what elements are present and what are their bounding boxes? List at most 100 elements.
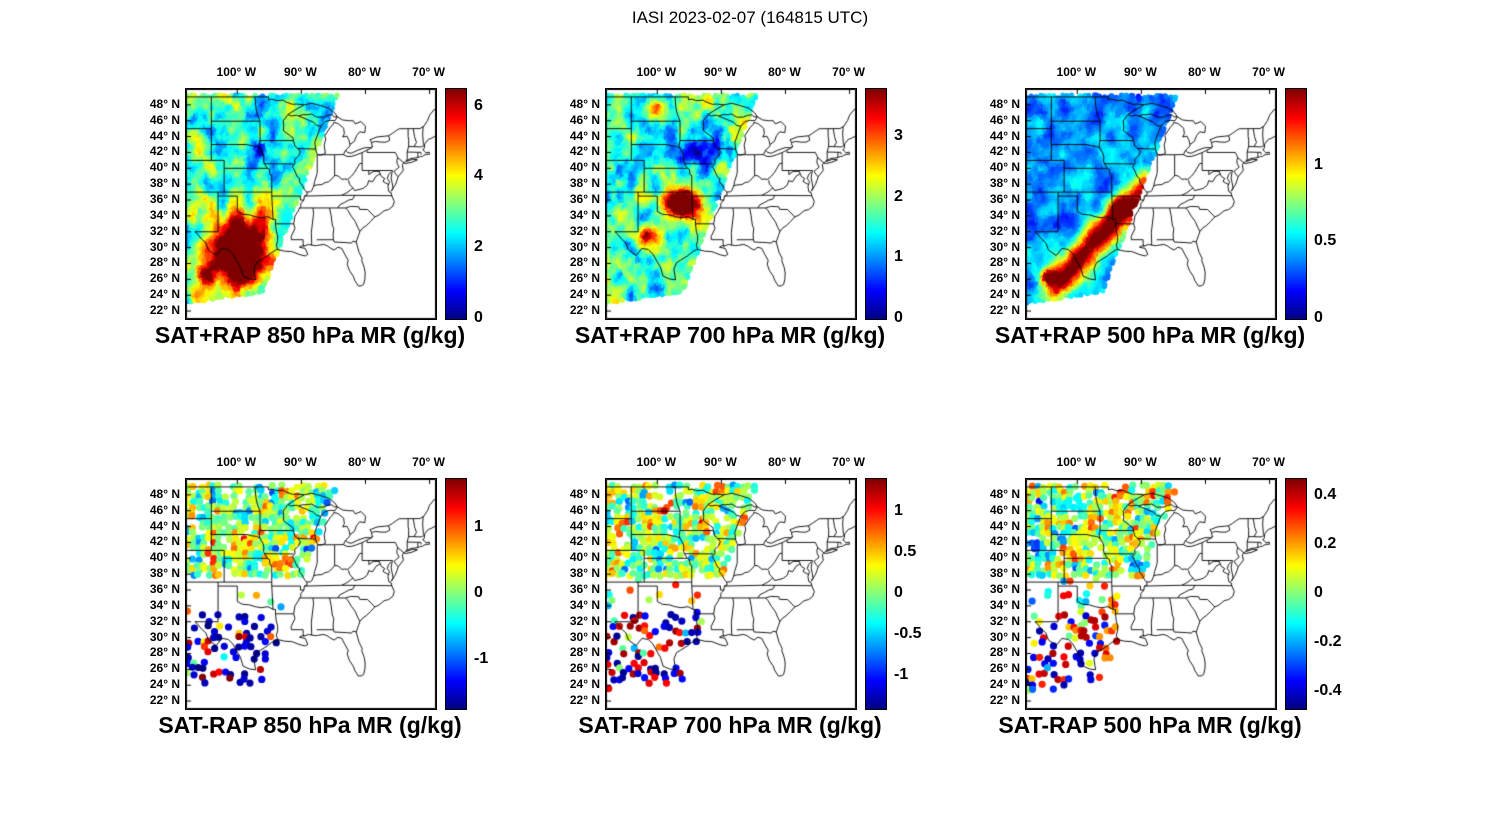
colorbar-tick-label: -0.2 [1314, 632, 1342, 650]
lat-tick-label: 44° N [149, 128, 180, 143]
map-canvas [605, 88, 857, 320]
lon-tick-label: 100° W [1056, 65, 1097, 79]
lon-tick-label: 90° W [1123, 455, 1157, 469]
lat-tick-label: 36° N [569, 582, 600, 597]
colorbar-tick-label: 6 [474, 96, 483, 114]
lat-tick-label: 28° N [569, 645, 600, 660]
lon-tick-label: 90° W [283, 455, 317, 469]
lon-tick-label: 100° W [636, 455, 677, 469]
lat-tick-label: 40° N [149, 160, 180, 175]
lat-tick-label: 26° N [149, 661, 180, 676]
lat-tick-label: 34° N [989, 207, 1020, 222]
map-canvas [1025, 478, 1277, 710]
lat-tick-label: 32° N [149, 613, 180, 628]
colorbar-tick-label: -0.4 [1314, 681, 1342, 699]
lat-tick-label: 44° N [569, 518, 600, 533]
lat-tick-label: 34° N [569, 597, 600, 612]
lat-tick-label: 24° N [149, 287, 180, 302]
lat-tick-label: 26° N [989, 271, 1020, 286]
lat-tick-label: 44° N [989, 518, 1020, 533]
lat-tick-label: 40° N [989, 550, 1020, 565]
lat-tick-label: 28° N [989, 255, 1020, 270]
colorbar-tick-label: 0.5 [1314, 232, 1337, 250]
colorbar-gradient [865, 88, 887, 320]
lat-tick-label: 24° N [569, 677, 600, 692]
colorbar-tick-label: 1 [894, 501, 903, 519]
lon-tick-label: 80° W [348, 65, 381, 79]
lon-tick-label: 70° W [1252, 455, 1285, 469]
lat-tick-label: 30° N [569, 629, 600, 644]
lat-tick-label: 40° N [989, 160, 1020, 175]
panel-sat-plus-rap-500hpa: 100° W 90° W 80° W 70° W 48° N 46° N 44° N 42°… [980, 60, 1360, 365]
panel-sat-minus-rap-700hpa: 100° W 90° W 80° W 70° W 48° N 46° N 44° N 42°… [560, 450, 940, 755]
lat-tick-label: 38° N [989, 176, 1020, 191]
colorbar-tick-label: 1 [1314, 155, 1323, 173]
lat-tick-label: 44° N [569, 128, 600, 143]
lat-tick-label: 26° N [149, 271, 180, 286]
lat-tick-label: 34° N [149, 597, 180, 612]
colorbar-gradient [865, 478, 887, 710]
colorbar-tick-label: 3 [894, 127, 903, 145]
colorbar-tick-label: 0 [474, 309, 483, 326]
lon-tick-label: 80° W [1188, 65, 1221, 79]
lon-tick-label: 90° W [283, 65, 317, 79]
lon-tick-label: 100° W [216, 65, 257, 79]
lon-tick-label: 70° W [832, 455, 865, 469]
lat-tick-label: 42° N [569, 144, 600, 159]
colorbar-gradient [445, 478, 467, 710]
lat-tick-label: 22° N [149, 303, 180, 318]
lat-tick-label: 32° N [569, 613, 600, 628]
lon-tick-label: 90° W [1123, 65, 1157, 79]
colorbar-gradient [445, 88, 467, 320]
panel-sat-minus-rap-500hpa: 100° W 90° W 80° W 70° W 48° N 46° N 44° N 42°… [980, 450, 1360, 755]
lon-tick-label: 80° W [348, 455, 381, 469]
colorbar-tick-label: -0.5 [894, 625, 922, 643]
lon-tick-label: 70° W [832, 65, 865, 79]
lon-tick-label: 100° W [636, 65, 677, 79]
lat-tick-label: 36° N [569, 192, 600, 207]
lat-tick-label: 22° N [569, 693, 600, 708]
colorbar-tick-label: 1 [474, 518, 483, 536]
lat-tick-label: 30° N [149, 239, 180, 254]
lat-tick-label: 24° N [149, 677, 180, 692]
lat-tick-label: 22° N [569, 303, 600, 318]
lat-tick-label: 42° N [989, 534, 1020, 549]
lat-tick-label: 48° N [989, 486, 1020, 501]
lat-tick-label: 42° N [989, 144, 1020, 159]
lon-tick-label: 80° W [768, 455, 801, 469]
colorbar-tick-label: 0 [1314, 584, 1323, 601]
lat-tick-label: 30° N [569, 239, 600, 254]
lat-tick-label: 44° N [149, 518, 180, 533]
lat-tick-label: 30° N [989, 239, 1020, 254]
lat-tick-label: 42° N [569, 534, 600, 549]
lat-tick-label: 42° N [149, 144, 180, 159]
lon-tick-label: 80° W [768, 65, 801, 79]
lat-tick-label: 28° N [569, 255, 600, 270]
panel-title: SAT+RAP 850 hPa MR (g/kg) [154, 322, 466, 348]
lat-tick-label: 48° N [149, 486, 180, 501]
colorbar-tick-label: 0 [894, 309, 903, 326]
lat-tick-label: 24° N [989, 287, 1020, 302]
colorbar-tick-label: 0 [894, 584, 903, 601]
panel-sat-plus-rap-850hpa: 100° W 90° W 80° W 70° W 48° N 46° N 44° N 42°… [140, 60, 520, 365]
colorbar-tick-label: 2 [894, 187, 903, 205]
panel-title: SAT-RAP 500 hPa MR (g/kg) [998, 712, 1302, 738]
lat-tick-label: 34° N [149, 207, 180, 222]
lat-tick-label: 26° N [989, 661, 1020, 676]
lat-tick-label: 38° N [149, 176, 180, 191]
lat-tick-label: 46° N [149, 502, 180, 517]
lat-tick-label: 22° N [989, 303, 1020, 318]
lat-tick-label: 48° N [569, 486, 600, 501]
panel-title: SAT-RAP 700 hPa MR (g/kg) [578, 712, 882, 738]
lat-tick-label: 48° N [569, 96, 600, 111]
lat-tick-label: 24° N [989, 677, 1020, 692]
lat-tick-label: 24° N [569, 287, 600, 302]
lon-tick-label: 80° W [1188, 455, 1221, 469]
lon-tick-label: 90° W [703, 65, 737, 79]
colorbar-gradient [1285, 88, 1307, 320]
colorbar-tick-label: 1 [894, 248, 903, 266]
lon-tick-label: 70° W [1252, 65, 1285, 79]
lat-tick-label: 48° N [149, 96, 180, 111]
panel-title: SAT+RAP 700 hPa MR (g/kg) [574, 322, 886, 348]
